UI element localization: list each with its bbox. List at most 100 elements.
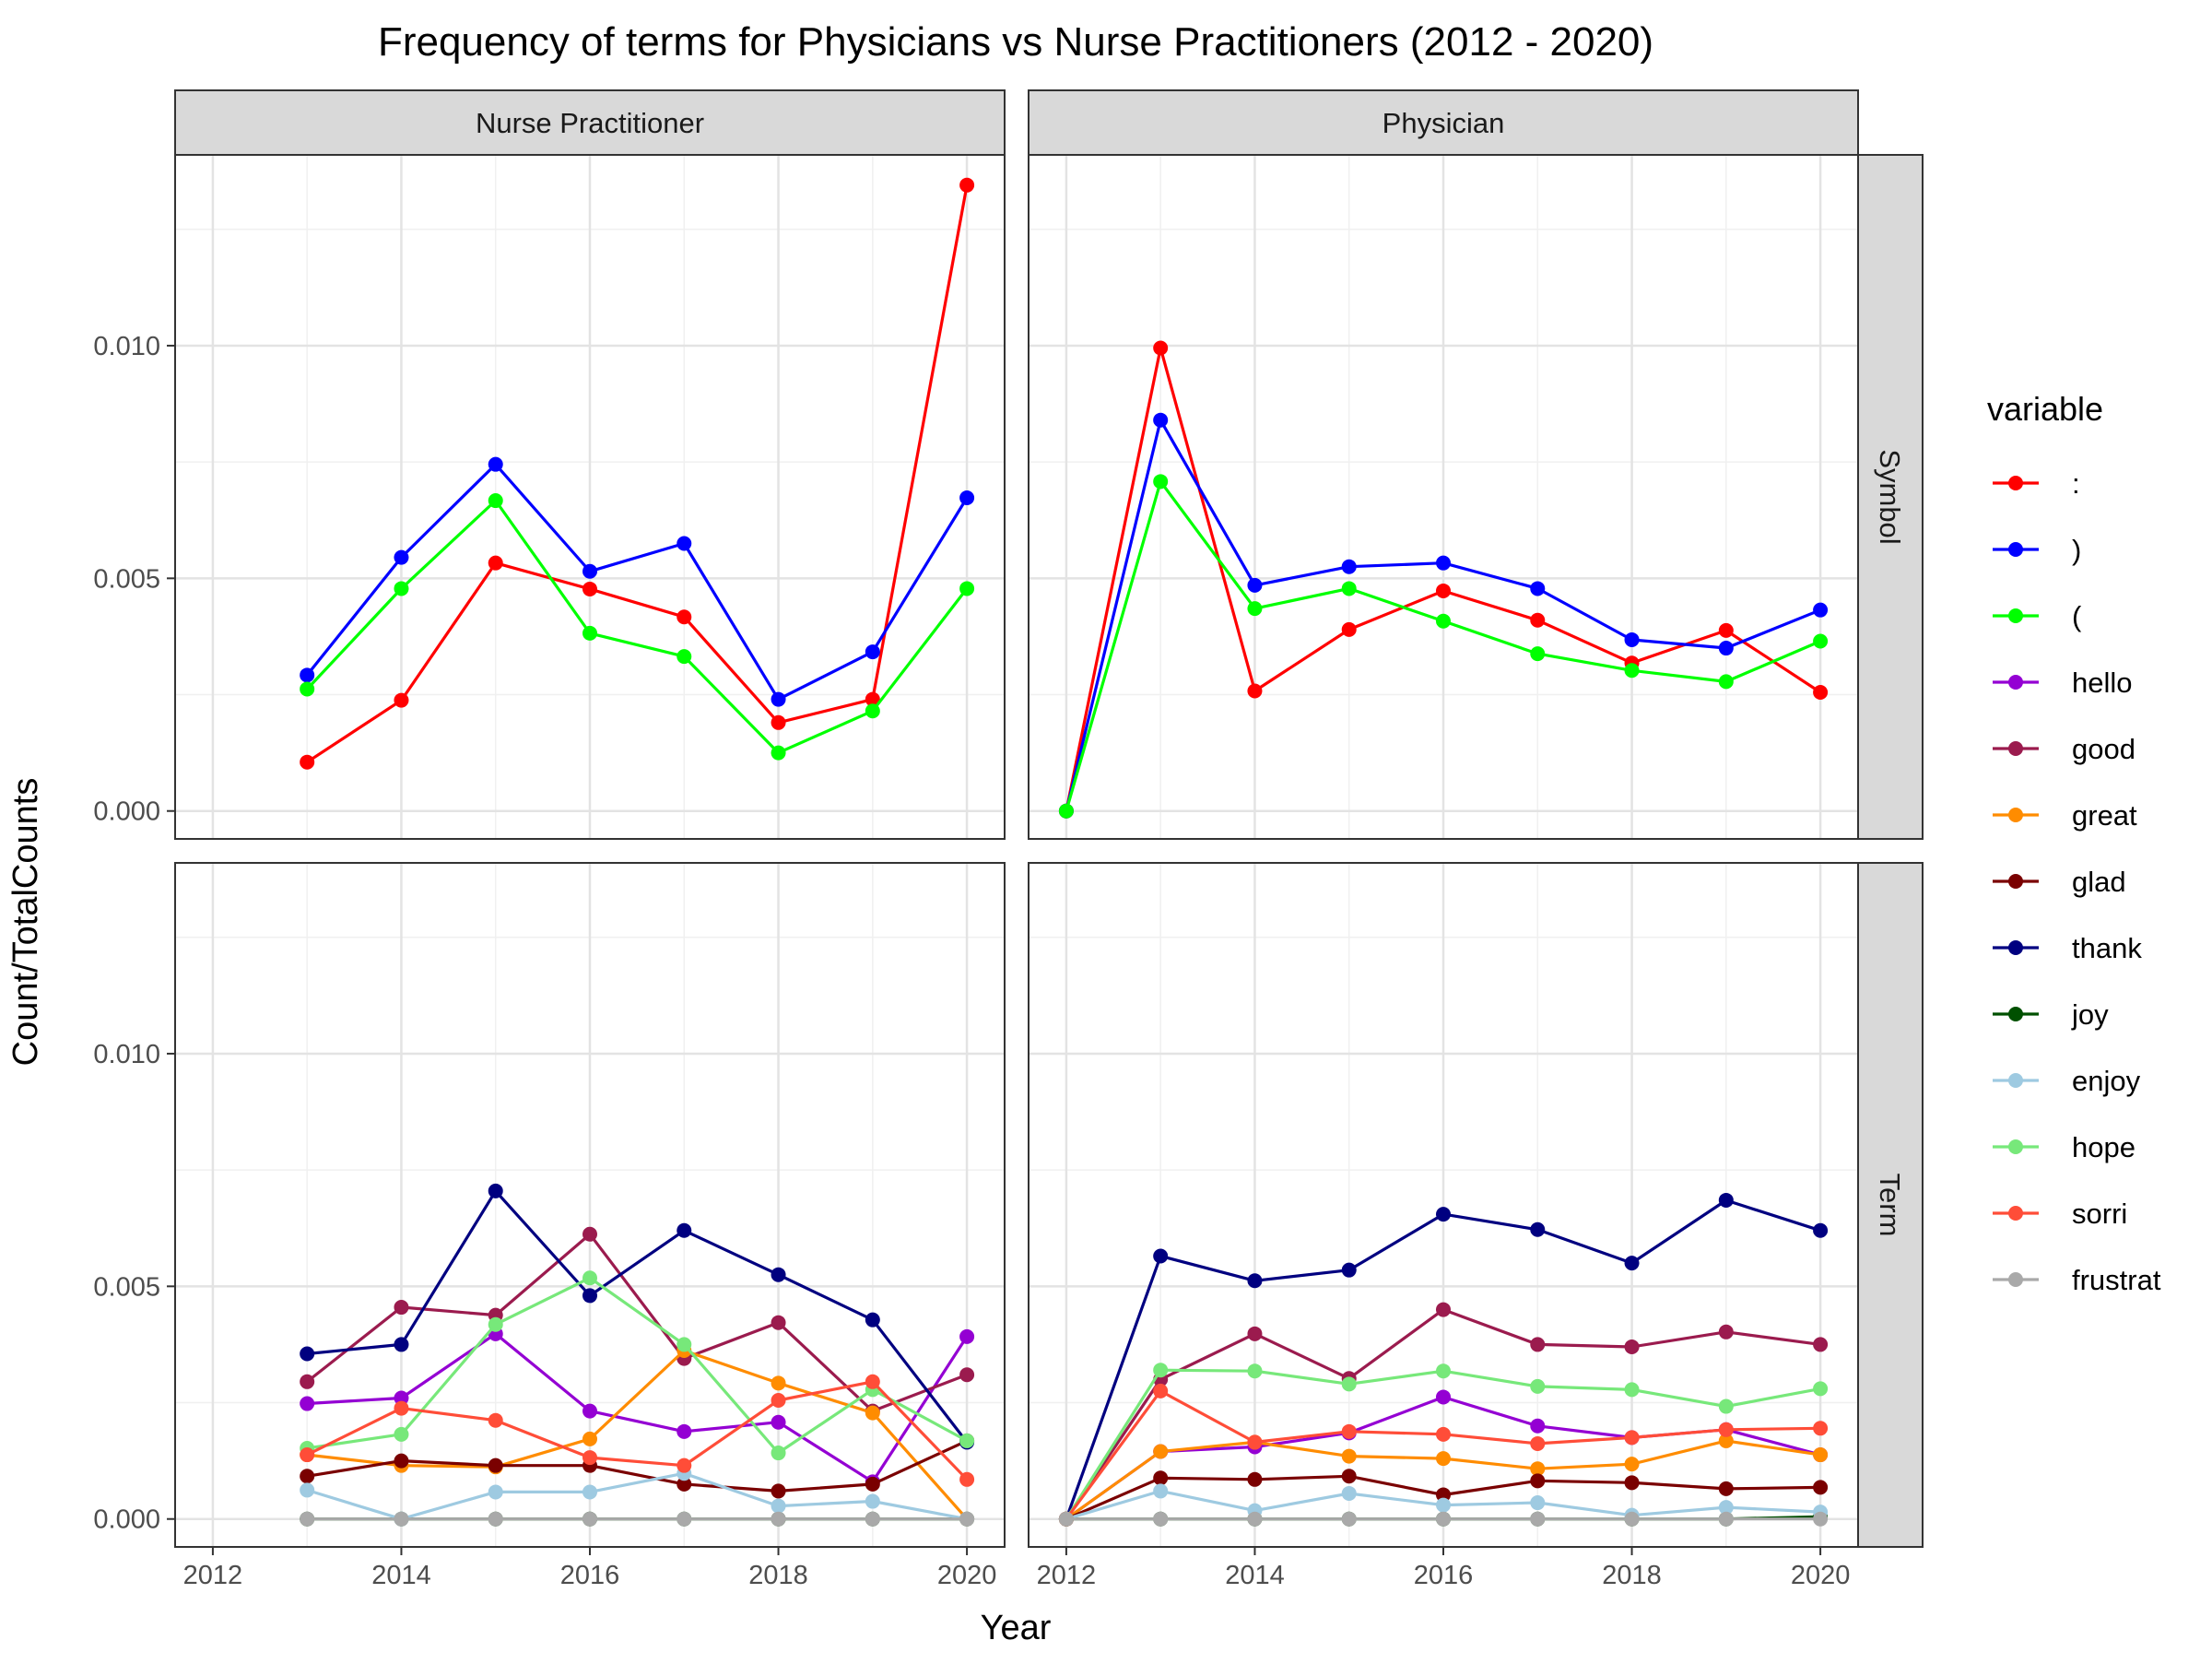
data-point-thank: [488, 1183, 503, 1198]
y-tick-label: 0.010: [93, 332, 160, 361]
y-tick-label: 0.005: [93, 564, 160, 594]
data-point-colon: [1436, 583, 1451, 598]
legend-key-point: [2008, 675, 2023, 690]
data-point-great: [1624, 1457, 1640, 1472]
data-point-colon: [771, 714, 786, 730]
legend-item-glad: glad: [1993, 866, 2126, 898]
panel-grid: [1029, 155, 1858, 839]
series-glad: [1058, 1469, 1829, 1527]
data-point-thank: [1436, 1207, 1451, 1222]
panel-nurse-practitioner-symbol: [174, 154, 1006, 840]
data-point-good: [1813, 1337, 1829, 1352]
data-point-enjoy: [1341, 1485, 1357, 1501]
data-point-hello: [677, 1423, 692, 1439]
data-point-glad: [1718, 1481, 1734, 1496]
data-point-frustrat: [488, 1511, 503, 1527]
data-point-great: [582, 1431, 597, 1446]
x-tick-label: 2018: [1602, 1561, 1662, 1590]
data-point-open-paren: [582, 625, 597, 641]
data-point-good: [1436, 1302, 1451, 1317]
legend-key-point: [2008, 476, 2023, 490]
x-tick-label: 2020: [1791, 1561, 1851, 1590]
data-point-thank: [300, 1346, 315, 1362]
legend-label-close-paren: ): [2072, 534, 2081, 566]
data-point-glad: [1624, 1475, 1640, 1491]
data-point-enjoy: [1153, 1483, 1169, 1499]
data-point-great: [1436, 1451, 1451, 1467]
data-point-good: [1624, 1339, 1640, 1354]
legend-label-hope: hope: [2072, 1131, 2136, 1163]
panel-physician-term: [1028, 862, 1859, 1548]
x-axis-label: Year: [981, 1609, 1052, 1647]
series-sorri: [300, 1374, 975, 1487]
legend-key-point: [2008, 1272, 2023, 1287]
data-point-enjoy: [1530, 1495, 1546, 1511]
series-line-enjoy: [305, 1471, 969, 1521]
data-point-frustrat: [1718, 1511, 1734, 1527]
legend-key-point: [2008, 808, 2023, 822]
data-point-glad: [865, 1476, 880, 1492]
data-point-good: [1530, 1337, 1546, 1352]
data-point-open-paren: [865, 703, 880, 719]
data-point-good: [1247, 1326, 1263, 1341]
data-point-glad: [771, 1483, 786, 1499]
facet-strip-term: [1857, 862, 1924, 1548]
data-point-great: [1813, 1447, 1829, 1463]
data-point-enjoy: [582, 1484, 597, 1500]
data-point-close-paren: [959, 490, 975, 506]
legend-label-open-paren: (: [2072, 600, 2082, 632]
data-point-colon: [959, 177, 975, 193]
series-line-open-paren: [305, 499, 969, 755]
data-point-thank: [1813, 1222, 1829, 1238]
data-point-close-paren: [1247, 577, 1263, 593]
data-point-frustrat: [394, 1511, 409, 1527]
data-point-close-paren: [1436, 555, 1451, 571]
data-point-good: [394, 1300, 409, 1316]
data-point-open-paren: [1718, 674, 1734, 690]
data-point-hope: [677, 1337, 692, 1352]
x-tick-label: 2012: [1037, 1561, 1097, 1590]
data-point-enjoy: [488, 1484, 503, 1500]
data-point-colon: [677, 609, 692, 625]
series-line-close-paren: [305, 463, 969, 702]
data-point-close-paren: [488, 456, 503, 472]
series-line-glad: [305, 1439, 969, 1493]
legend-item-great: great: [1993, 799, 2137, 832]
data-point-hello: [959, 1328, 975, 1344]
data-point-hello: [1530, 1418, 1546, 1434]
facet-label-term: Term: [1874, 1174, 1906, 1237]
legend-key-point: [2008, 608, 2023, 623]
series-hope: [1058, 1363, 1829, 1527]
data-point-close-paren: [1813, 602, 1829, 618]
data-point-hope: [1153, 1363, 1169, 1378]
data-point-close-paren: [394, 549, 409, 565]
legend-key-point: [2008, 1073, 2023, 1088]
data-point-great: [1153, 1444, 1169, 1459]
legend-key-point: [2008, 1007, 2023, 1021]
data-point-great: [1530, 1461, 1546, 1477]
data-point-sorri: [865, 1374, 880, 1389]
data-point-hello: [771, 1414, 786, 1430]
data-point-colon: [1247, 683, 1263, 699]
data-point-sorri: [1624, 1430, 1640, 1446]
legend-label-joy: joy: [2071, 998, 2109, 1031]
data-point-glad: [1530, 1473, 1546, 1489]
series-frustrat: [300, 1511, 975, 1527]
data-point-enjoy: [771, 1498, 786, 1514]
legend-item-open-paren: (: [1993, 600, 2082, 632]
series-open-paren: [300, 493, 975, 761]
data-point-good: [1718, 1324, 1734, 1339]
data-point-close-paren: [677, 536, 692, 551]
x-tick-label: 2012: [183, 1561, 243, 1590]
x-tick-label: 2016: [560, 1561, 620, 1590]
data-point-close-paren: [865, 644, 880, 660]
legend-item-good: good: [1993, 733, 2136, 765]
data-point-thank: [771, 1267, 786, 1282]
data-point-frustrat: [1153, 1511, 1169, 1527]
data-point-sorri: [1718, 1422, 1734, 1437]
data-point-enjoy: [300, 1482, 315, 1498]
data-point-thank: [1718, 1192, 1734, 1208]
legend-key-point: [2008, 1206, 2023, 1221]
data-point-enjoy: [1718, 1500, 1734, 1516]
